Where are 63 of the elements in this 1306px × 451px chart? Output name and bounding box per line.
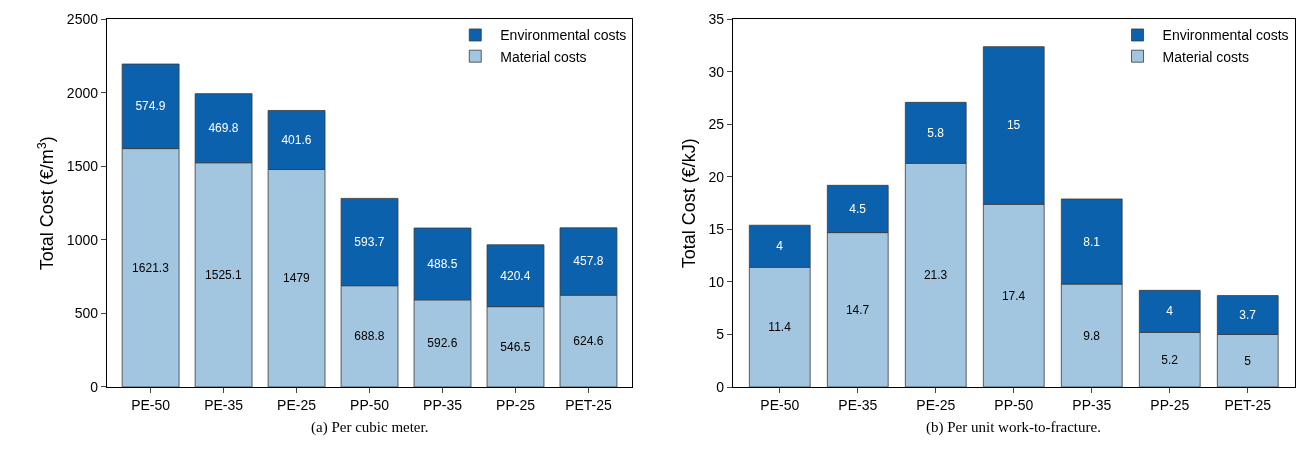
y-tick-label: 5	[716, 326, 725, 343]
y-tick-label: 2500	[66, 11, 99, 28]
x-tick-label: PP-35	[423, 396, 463, 413]
data-label: 593.7	[354, 235, 385, 250]
x-tick-label: PE-35	[204, 396, 244, 413]
y-tick-label: 35	[708, 11, 725, 28]
y-tick-label: 500	[74, 305, 99, 322]
data-label: 5.2	[1161, 352, 1179, 367]
y-tick-label: 0	[90, 378, 99, 395]
data-label: 688.8	[354, 329, 385, 344]
x-tick-label: PE-35	[838, 396, 878, 413]
x-tick-label: PP-25	[496, 396, 536, 413]
data-label: 457.8	[573, 254, 604, 269]
text: (a) Per cubic meter.	[311, 419, 429, 436]
x-tick-label: PE-50	[131, 396, 171, 413]
text: (b) Per unit work-to-fracture.	[926, 419, 1101, 436]
data-label: 4	[1166, 304, 1174, 319]
data-label: 469.8	[208, 121, 239, 136]
y-axis-title: Total Cost (€/kJ)	[678, 138, 699, 269]
data-label: 401.6	[281, 132, 312, 147]
y-tick-label: 15	[708, 221, 725, 238]
x-tick-label: PET-25	[1224, 396, 1272, 413]
data-label: 4.5	[849, 201, 867, 216]
data-label: 5.8	[927, 125, 945, 140]
y-tick-label: 10	[708, 273, 725, 290]
data-label: 624.6	[573, 334, 604, 349]
x-tick-label: PE-25	[916, 396, 956, 413]
legend-label: Environmental costs	[1162, 27, 1289, 44]
y-tick-label: 0	[716, 378, 725, 395]
data-label: 420.4	[500, 268, 531, 283]
data-label: 15	[1006, 118, 1021, 133]
data-label: 574.9	[135, 99, 166, 114]
x-tick-label: PE-25	[277, 396, 317, 413]
data-label: 11.4	[768, 320, 792, 335]
x-tick-label: PP-50	[994, 396, 1034, 413]
legend-label: Environmental costs	[500, 27, 627, 44]
x-tick-label: PP-50	[350, 396, 390, 413]
y-tick-label: 1000	[66, 231, 99, 248]
data-label: 9.8	[1083, 328, 1101, 343]
y-tick-label: 20	[708, 168, 725, 185]
data-label: 1479	[283, 271, 311, 286]
y-tick-label: 30	[708, 63, 725, 80]
data-label: 4	[776, 239, 784, 254]
x-tick-label: PE-50	[760, 396, 800, 413]
x-tick-label: PET-25	[565, 396, 613, 413]
y-tick-label: 1500	[66, 158, 99, 175]
data-label: 546.5	[500, 339, 531, 354]
data-label: 488.5	[427, 256, 458, 271]
data-label: 21.3	[923, 268, 948, 283]
data-label: 5	[1244, 353, 1252, 368]
x-tick-label: PP-25	[1150, 396, 1190, 413]
legend-label: Material costs	[500, 48, 587, 65]
data-label: 1525.1	[205, 267, 243, 282]
y-tick-label: 25	[708, 116, 725, 133]
x-tick-label: PP-35	[1072, 396, 1112, 413]
data-label: 8.1	[1083, 234, 1101, 249]
data-label: 17.4	[1001, 288, 1026, 303]
data-label: 3.7	[1239, 308, 1257, 323]
y-tick-label: 2000	[66, 84, 99, 101]
legend-label: Material costs	[1162, 48, 1249, 65]
data-label: 14.7	[845, 302, 870, 317]
data-label: 1621.3	[132, 260, 170, 275]
data-label: 592.6	[427, 336, 458, 351]
